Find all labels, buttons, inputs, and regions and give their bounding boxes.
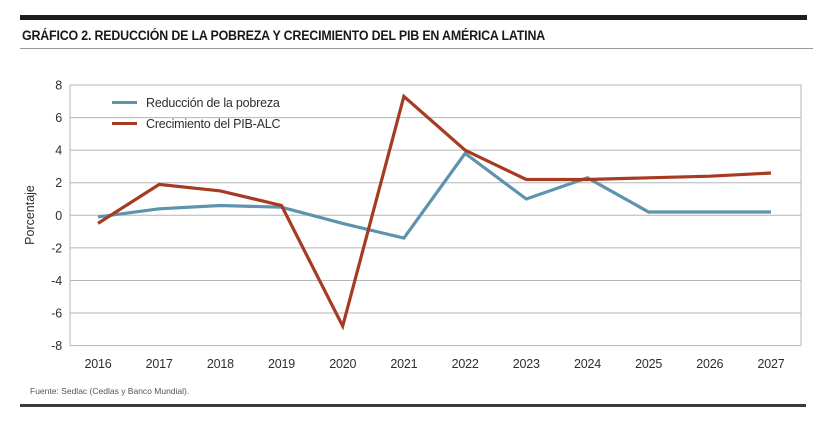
x-tick-label: 2020 bbox=[329, 357, 356, 371]
y-axis-title: Porcentaje bbox=[23, 185, 37, 245]
y-tick-label: -8 bbox=[51, 339, 62, 353]
y-tick-label: -2 bbox=[51, 241, 62, 255]
footer-rule bbox=[20, 404, 806, 407]
header-rule bbox=[20, 15, 807, 20]
source-note: Fuente: Sedlac (Cedlas y Banco Mundial). bbox=[30, 386, 190, 396]
x-tick-label: 2024 bbox=[574, 357, 601, 371]
series-line-0 bbox=[97, 151, 771, 240]
y-tick-label: -6 bbox=[51, 307, 62, 321]
x-tick-label: 2023 bbox=[513, 357, 540, 371]
page-title: GRÁFICO 2. REDUCCIÓN DE LA POBREZA Y CRE… bbox=[22, 28, 546, 43]
x-tick-label: 2022 bbox=[452, 357, 479, 371]
legend: Reducción de la pobreza Crecimiento del … bbox=[112, 92, 281, 134]
y-tick-label: 6 bbox=[55, 111, 62, 125]
y-tick-label: 0 bbox=[55, 209, 62, 223]
series-line-1 bbox=[97, 93, 772, 331]
x-tick-label: 2025 bbox=[635, 357, 662, 371]
x-tick-label: 2027 bbox=[757, 357, 784, 371]
legend-item-gdp: Crecimiento del PIB-ALC bbox=[112, 113, 281, 134]
legend-item-poverty: Reducción de la pobreza bbox=[112, 92, 280, 113]
x-tick-label: 2026 bbox=[696, 357, 723, 371]
y-tick-label: 4 bbox=[55, 144, 62, 158]
legend-label-gdp: Crecimiento del PIB-ALC bbox=[146, 116, 281, 131]
y-tick-label: 8 bbox=[55, 79, 62, 93]
x-tick-label: 2021 bbox=[390, 357, 417, 371]
x-tick-label: 2018 bbox=[207, 357, 234, 371]
x-tick-label: 2019 bbox=[268, 357, 295, 371]
y-tick-label: 2 bbox=[55, 176, 62, 190]
title-divider bbox=[20, 48, 813, 49]
legend-swatch-gdp bbox=[112, 121, 137, 126]
x-tick-label: 2016 bbox=[84, 357, 111, 371]
y-tick-label: -4 bbox=[51, 274, 62, 288]
legend-label-poverty: Reducción de la pobreza bbox=[146, 95, 280, 110]
legend-swatch-poverty bbox=[112, 100, 137, 105]
x-tick-label: 2017 bbox=[146, 357, 173, 371]
